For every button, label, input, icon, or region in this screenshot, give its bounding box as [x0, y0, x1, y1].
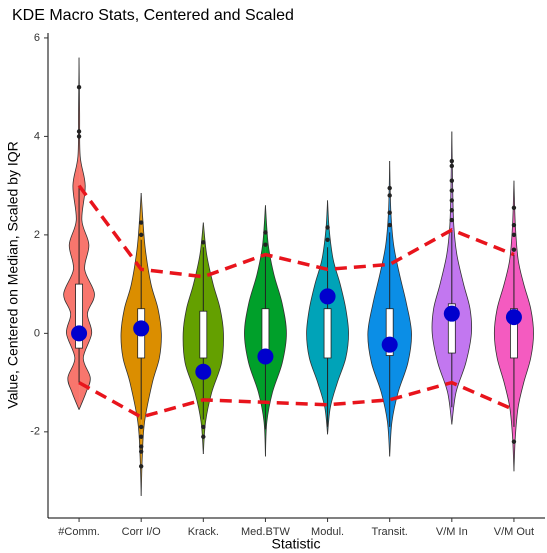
outlier: [449, 188, 455, 193]
outlier: [138, 444, 144, 449]
outlier: [138, 232, 144, 238]
x-tick-label: Transit.: [372, 526, 408, 538]
x-tick-label: Krack.: [188, 526, 219, 538]
outlier: [511, 232, 517, 238]
box: [510, 308, 518, 359]
x-tick-label: Modul.: [311, 526, 344, 538]
dashed-band: [78, 380, 515, 419]
y-axis-title: Value, Centered on Median, Scaled by IQR: [5, 141, 21, 408]
outlier: [511, 247, 517, 252]
violin-half: [244, 205, 266, 457]
x-tick-label: V/M Out: [494, 526, 534, 538]
outlier: [138, 424, 144, 430]
outlier: [449, 178, 455, 183]
mean-dot: [381, 336, 398, 353]
violin-half: [513, 180, 534, 472]
box: [75, 283, 83, 349]
mean-dot: [195, 363, 212, 380]
outlier: [138, 220, 144, 225]
x-axis-title: Statistic: [271, 536, 320, 552]
box: [385, 308, 394, 356]
outlier: [263, 230, 268, 235]
violin-half: [327, 200, 349, 435]
outlier: [449, 163, 455, 169]
x-tick-label: Corr I/O: [122, 526, 162, 538]
box: [199, 310, 208, 359]
x-tick-label: V/M In: [436, 526, 468, 538]
mean-dot: [257, 348, 274, 365]
outlier: [511, 439, 517, 444]
mean-dot: [71, 325, 88, 342]
outlier: [138, 464, 144, 469]
x-tick-label: Med.BTW: [241, 526, 291, 538]
outlier: [76, 84, 82, 90]
y-tick-label: -2: [30, 426, 40, 438]
outlier: [511, 222, 517, 228]
y-tick-label: 4: [34, 130, 40, 142]
mean-dot: [133, 320, 150, 337]
outlier: [449, 198, 455, 203]
box: [447, 303, 456, 354]
outlier: [449, 208, 455, 213]
outlier: [76, 134, 82, 139]
outlier: [511, 205, 517, 210]
outlier: [387, 210, 392, 215]
outlier: [387, 185, 392, 191]
outlier: [201, 240, 206, 245]
outlier: [201, 424, 206, 430]
outlier: [449, 158, 455, 164]
violin-half: [306, 200, 328, 435]
outlier: [449, 217, 455, 223]
outlier: [387, 193, 392, 198]
outlier: [201, 434, 206, 439]
box: [323, 308, 332, 359]
mean-dot: [443, 305, 460, 322]
mean-dot: [505, 309, 522, 326]
y-tick-label: 0: [34, 327, 40, 339]
outlier: [325, 237, 330, 243]
violin-half: [120, 193, 142, 496]
y-tick-label: 6: [34, 32, 40, 44]
outlier: [325, 225, 330, 230]
y-tick-label: 2: [34, 229, 40, 241]
violin-half: [431, 131, 453, 425]
outlier: [387, 222, 392, 228]
x-tick-label: #Comm.: [58, 526, 100, 538]
violin-half: [493, 180, 515, 472]
violin-half: [140, 193, 162, 496]
outlier: [138, 434, 144, 439]
violin-half: [367, 161, 391, 457]
violin-half: [389, 161, 412, 457]
chart-title: KDE Macro Stats, Centered and Scaled: [12, 7, 294, 24]
violin-half: [182, 222, 204, 455]
outlier: [138, 449, 144, 454]
violin-half: [202, 222, 224, 455]
dashed-band: [77, 184, 515, 279]
outlier: [263, 242, 268, 247]
violin-half: [451, 131, 473, 425]
outlier: [76, 129, 82, 134]
mean-dot: [319, 288, 336, 305]
